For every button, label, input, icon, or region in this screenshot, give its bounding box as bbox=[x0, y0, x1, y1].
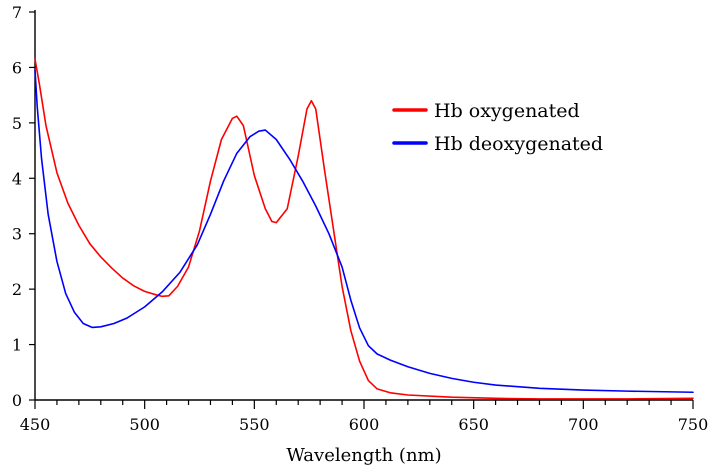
x-axis-title: Wavelength (nm) bbox=[286, 445, 441, 466]
y-tick-label: 0 bbox=[12, 391, 22, 410]
x-tick-label: 700 bbox=[568, 415, 599, 434]
y-tick-label: 5 bbox=[12, 114, 22, 133]
legend-label-hb-deoxygenated: Hb deoxygenated bbox=[434, 133, 603, 155]
y-tick-label: 3 bbox=[12, 225, 22, 244]
x-tick-label: 650 bbox=[458, 415, 489, 434]
legend: Hb oxygenated Hb deoxygenated bbox=[394, 100, 603, 155]
y-tick-label: 7 bbox=[12, 3, 22, 22]
legend-label-hb-oxygenated: Hb oxygenated bbox=[434, 100, 580, 122]
x-tick-label: 550 bbox=[239, 415, 270, 434]
series-line-hb-oxygenated bbox=[35, 59, 693, 399]
axes-group: 0 1 2 3 4 5 6 7 450 500 550 600 650 700 750 bbox=[12, 3, 708, 434]
y-tick-label: 2 bbox=[12, 280, 22, 299]
absorbance-line-chart: 0 1 2 3 4 5 6 7 450 500 550 600 650 700 750 Hb oxygena… bbox=[0, 0, 712, 473]
y-tick-label: 1 bbox=[12, 336, 22, 355]
x-tick-label: 600 bbox=[349, 415, 380, 434]
chart-container: 0 1 2 3 4 5 6 7 450 500 550 600 650 700 750 Hb oxygena… bbox=[0, 0, 712, 473]
x-tick-label: 450 bbox=[20, 415, 51, 434]
y-tick-label: 4 bbox=[12, 169, 22, 188]
series-line-hb-deoxygenated bbox=[35, 70, 693, 392]
x-tick-label: 750 bbox=[678, 415, 709, 434]
x-tick-label: 500 bbox=[129, 415, 160, 434]
y-tick-label: 6 bbox=[12, 58, 22, 77]
series-group bbox=[35, 59, 693, 399]
